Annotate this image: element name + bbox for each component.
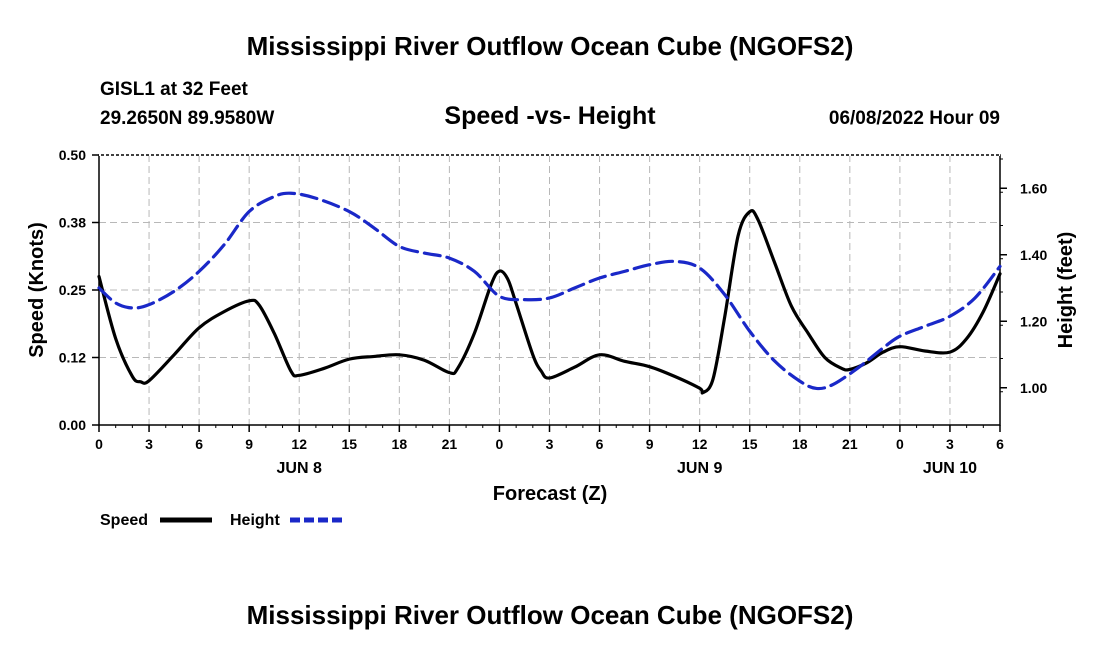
x-tick-label: 18	[792, 436, 808, 452]
x-tick-label: 9	[245, 436, 253, 452]
x-tick-label: 0	[95, 436, 103, 452]
x-tick-label: 12	[291, 436, 307, 452]
y-left-tick-label: 0.12	[59, 350, 86, 366]
footer-title: Mississippi River Outflow Ocean Cube (NG…	[247, 600, 854, 630]
x-tick-label: 0	[496, 436, 504, 452]
y-right-tick-label: 1.40	[1020, 247, 1047, 263]
series-line-height	[97, 191, 1002, 391]
grid-lines	[99, 155, 1000, 425]
x-date-label: JUN 10	[923, 460, 977, 477]
coords-label: 29.2650N 89.9580W	[100, 108, 274, 129]
x-axis-label: Forecast (Z)	[493, 483, 607, 505]
x-tick-label: 6	[596, 436, 604, 452]
x-tick-label: 3	[145, 436, 153, 452]
y-axis-left-label: Speed (Knots)	[26, 222, 48, 358]
legend-height-label: Height	[230, 512, 280, 529]
station-label: GISL1 at 32 Feet	[100, 79, 249, 100]
x-tick-label: 12	[692, 436, 708, 452]
chart-title: Mississippi River Outflow Ocean Cube (NG…	[247, 31, 854, 61]
x-date-label: JUN 8	[277, 460, 322, 477]
y-left-tick-label: 0.50	[59, 147, 86, 163]
x-date-label: JUN 9	[677, 460, 722, 477]
x-tick-label: 18	[392, 436, 408, 452]
y-right-tick-label: 1.60	[1020, 180, 1047, 196]
series-line-speed	[97, 209, 1002, 395]
y-left-tick-label: 0.25	[59, 282, 86, 298]
y-left-tick-label: 0.00	[59, 417, 86, 433]
chart-subtitle: Speed -vs- Height	[444, 102, 656, 130]
x-tick-label: 6	[195, 436, 203, 452]
x-tick-label: 15	[742, 436, 758, 452]
x-tick-label: 15	[341, 436, 357, 452]
x-tick-label: 21	[442, 436, 458, 452]
x-tick-label: 3	[546, 436, 554, 452]
x-tick-label: 9	[646, 436, 654, 452]
y-right-tick-label: 1.00	[1020, 380, 1047, 396]
y-axis-right-label: Height (feet)	[1055, 232, 1077, 349]
series-layer	[97, 191, 1002, 395]
x-tick-label: 6	[996, 436, 1004, 452]
y-left-tick-label: 0.38	[59, 215, 86, 231]
x-tick-label: 21	[842, 436, 858, 452]
legend-speed-label: Speed	[100, 512, 148, 529]
x-tick-label: 3	[946, 436, 954, 452]
y-right-tick-label: 1.20	[1020, 313, 1047, 329]
legend: Speed Height	[100, 512, 342, 529]
x-tick-label: 0	[896, 436, 904, 452]
datetime-label: 06/08/2022 Hour 09	[829, 108, 1000, 129]
axes-layer: 0 3 6 9 12 15 18 21 0 3 6 9 12 15 18 21 0 3 6 JUN 8 JUN 9 JUN…	[59, 147, 1048, 477]
